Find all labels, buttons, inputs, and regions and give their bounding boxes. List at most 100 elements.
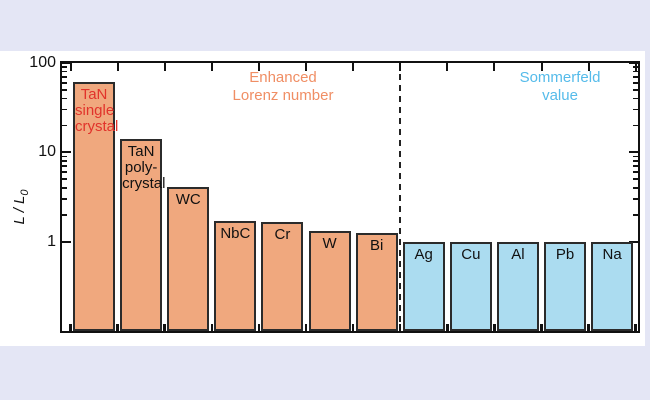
y-minor-tick-right	[633, 82, 638, 84]
y-minor-tick-right	[633, 124, 638, 127]
y-minor-tick-left	[62, 76, 67, 78]
bar-al: Al	[496, 241, 539, 331]
y-minor-tick-left	[62, 89, 67, 91]
bar-label-tan-poly-crystal: TaN poly-crystal	[122, 143, 166, 193]
bar-label-bi: Bi	[369, 237, 384, 254]
bar-ag: Ag	[402, 241, 445, 331]
bar-label-pb: Pb	[555, 245, 575, 263]
y-minor-tick-right	[633, 89, 638, 91]
y-minor-tick-right	[633, 178, 638, 180]
x-boundary-tick-bottom	[446, 324, 449, 331]
y-axis-title-main: L / L	[11, 195, 28, 225]
y-tick-label-1: 1	[47, 233, 56, 250]
y-minor-tick-left	[62, 160, 67, 162]
bar-label-cu: Cu	[461, 245, 481, 263]
x-boundary-tick-top	[116, 63, 119, 71]
x-boundary-tick-top	[257, 63, 260, 71]
y-minor-tick-right	[633, 108, 638, 111]
x-boundary-tick-top	[69, 63, 72, 71]
x-boundary-tick-top	[163, 63, 166, 71]
y-tick-label-10: 10	[38, 143, 56, 160]
y-minor-tick-right	[633, 155, 638, 158]
x-boundary-tick-bottom	[257, 324, 261, 331]
x-boundary-tick-top	[210, 63, 213, 71]
bar-label-na: Na	[602, 245, 622, 263]
y-major-tick-right	[629, 62, 638, 64]
x-boundary-tick-bottom	[587, 324, 590, 331]
y-tick-label-100: 100	[29, 54, 56, 71]
bar-na: Na	[591, 241, 634, 331]
bar-bi: Bi	[355, 233, 398, 331]
x-boundary-tick-top	[399, 63, 402, 71]
y-minor-tick-left	[62, 198, 67, 200]
group-label-sommerfeld-line2: value	[542, 87, 578, 104]
group-divider-dashed-line	[399, 63, 402, 331]
x-boundary-tick-bottom	[210, 324, 214, 331]
x-boundary-tick-top	[446, 63, 449, 71]
bar-pb: Pb	[544, 241, 587, 331]
bar-wc: WC	[167, 186, 210, 331]
x-boundary-tick-top	[352, 63, 355, 71]
x-boundary-tick-top	[305, 63, 307, 71]
group-label-sommerfeld-value: Sommerfeld value	[450, 69, 650, 105]
x-boundary-tick-bottom	[304, 324, 308, 331]
bar-label-wc: WC	[175, 190, 201, 208]
y-minor-tick-right	[633, 187, 638, 189]
y-minor-tick-left	[62, 214, 67, 216]
bar-label-nbc: NbC	[220, 225, 251, 243]
y-minor-tick-right	[633, 214, 638, 216]
y-minor-tick-left	[62, 124, 67, 127]
y-major-tick-left	[62, 240, 71, 243]
y-minor-tick-right	[633, 171, 638, 173]
y-minor-tick-left	[62, 82, 67, 84]
x-boundary-tick-bottom	[540, 324, 543, 331]
group-label-sommerfeld-line1: Sommerfeld	[519, 69, 601, 86]
group-label-enhanced-lorenz-number: Enhanced Lorenz number	[173, 69, 393, 105]
y-minor-tick-left	[62, 178, 67, 180]
plot-area: Enhanced Lorenz number Sommerfeld value …	[60, 61, 640, 333]
x-boundary-tick-top	[587, 63, 590, 71]
x-boundary-tick-bottom	[493, 324, 496, 331]
bar-label-tan-single-crystal: TaN single crystal	[75, 85, 119, 135]
bar-label-w: W	[322, 235, 337, 253]
y-minor-tick-right	[633, 70, 638, 73]
bar-tan-poly-crystal: TaN poly-crystal	[120, 139, 166, 331]
x-boundary-tick-bottom	[634, 324, 637, 331]
bar-label-ag: Ag	[414, 245, 433, 263]
y-major-tick-right	[629, 151, 638, 154]
x-boundary-tick-top	[493, 63, 496, 71]
y-minor-tick-left	[62, 97, 67, 100]
bar-label-al: Al	[511, 245, 525, 263]
x-boundary-tick-bottom	[69, 324, 72, 331]
bar-tan-single-crystal: TaN single crystal	[73, 81, 119, 331]
y-minor-tick-left	[62, 155, 67, 158]
y-major-tick-right	[629, 240, 638, 243]
x-boundary-tick-top	[540, 63, 543, 71]
bar-cu: Cu	[449, 241, 492, 331]
y-major-tick-left	[62, 151, 71, 154]
x-boundary-tick-bottom	[116, 324, 119, 331]
x-boundary-tick-bottom	[398, 324, 402, 331]
y-minor-tick-left	[62, 171, 67, 173]
x-boundary-tick-bottom	[351, 324, 355, 331]
group-label-enhanced-line2: Lorenz number	[232, 87, 334, 104]
y-major-tick-left	[62, 62, 71, 64]
x-boundary-tick-top	[634, 63, 637, 71]
y-minor-tick-right	[633, 76, 638, 78]
y-minor-tick-left	[62, 66, 67, 68]
group-label-enhanced-line1: Enhanced	[249, 69, 317, 86]
y-minor-tick-left	[62, 108, 67, 111]
y-axis-title-subscript: 0	[19, 189, 31, 196]
y-minor-tick-right	[633, 97, 638, 100]
y-minor-tick-right	[633, 160, 638, 162]
bar-cr: Cr	[261, 222, 304, 331]
bar-label-cr: Cr	[274, 226, 291, 244]
bar-nbc: NbC	[214, 221, 257, 331]
y-minor-tick-left	[62, 187, 67, 189]
y-minor-tick-left	[62, 165, 67, 167]
y-minor-tick-right	[633, 165, 638, 167]
x-boundary-tick-bottom	[163, 324, 166, 331]
bar-w: W	[308, 231, 351, 331]
y-minor-tick-left	[62, 70, 67, 73]
